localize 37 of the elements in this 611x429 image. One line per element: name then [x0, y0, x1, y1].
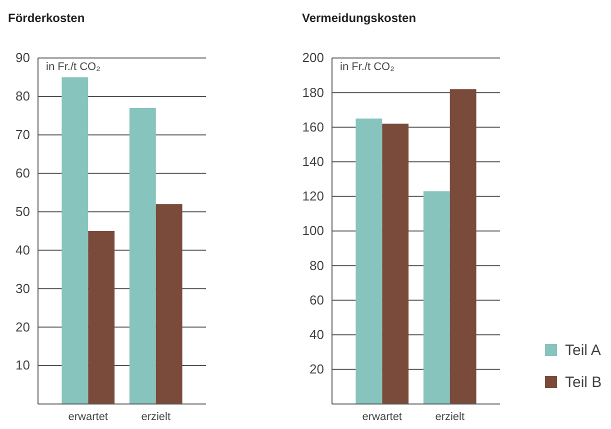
- y-tick-label: 140: [302, 154, 324, 169]
- bar: [356, 118, 382, 404]
- y-tick-label: 20: [310, 362, 324, 377]
- y-axis-title: in Fr./t CO₂: [46, 61, 100, 73]
- bar: [88, 231, 115, 404]
- y-axis-title: in Fr./t CO₂: [340, 61, 394, 73]
- y-tick-label: 100: [302, 223, 324, 238]
- y-tick-label: 80: [16, 88, 30, 104]
- y-tick-label: 90: [16, 50, 30, 66]
- bar: [382, 124, 409, 404]
- y-tick-label: 180: [302, 84, 324, 100]
- y-tick-label: 160: [302, 119, 324, 134]
- y-tick-label: 200: [302, 50, 324, 66]
- chart-title: Förderkosten: [8, 11, 85, 25]
- y-tick-label: 40: [310, 326, 324, 342]
- y-tick-label: 80: [310, 258, 324, 273]
- bar: [156, 204, 182, 404]
- bar: [423, 191, 450, 404]
- y-tick-label: 10: [16, 358, 30, 373]
- y-tick-label: 50: [16, 204, 30, 219]
- x-tick-label: erwartet: [362, 410, 402, 423]
- y-tick-label: 60: [310, 292, 324, 308]
- bar: [129, 108, 156, 404]
- y-tick-label: 70: [16, 127, 30, 142]
- y-tick-label: 120: [302, 188, 324, 204]
- x-tick-label: erzielt: [141, 410, 171, 423]
- y-tick-label: 60: [16, 165, 30, 180]
- x-tick-label: erzielt: [435, 410, 465, 423]
- x-tick-label: erwartet: [68, 410, 108, 423]
- y-tick-label: 30: [16, 280, 30, 296]
- bar: [62, 77, 88, 404]
- chart-title: Vermeidungskosten: [302, 11, 416, 25]
- legend-label: Teil B: [565, 374, 602, 391]
- legend-label: Teil A: [565, 342, 601, 359]
- y-tick-label: 40: [16, 242, 30, 258]
- bar: [450, 89, 476, 404]
- y-tick-label: 20: [16, 319, 30, 334]
